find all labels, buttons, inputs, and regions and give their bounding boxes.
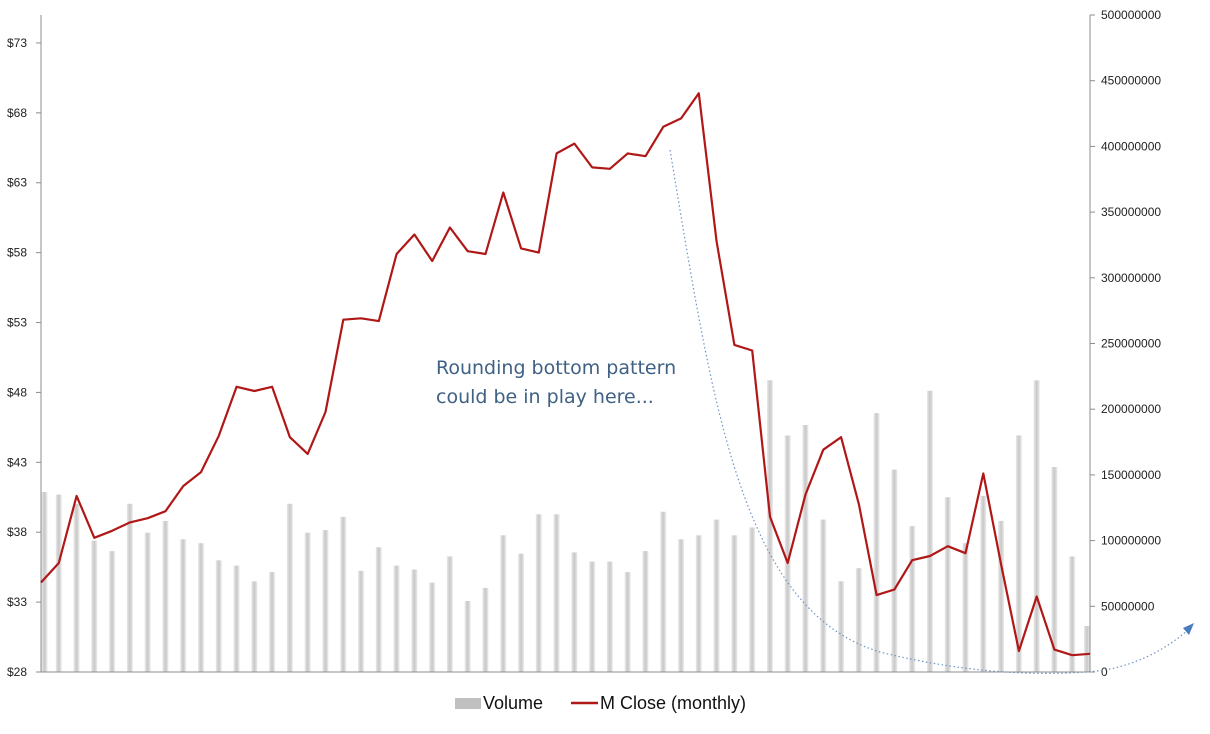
volume-bar — [696, 535, 702, 672]
volume-bar — [643, 551, 649, 672]
volume-bar — [358, 571, 364, 672]
annotation-line-2: could be in play here... — [436, 386, 654, 408]
volume-bar — [589, 562, 595, 672]
volume-bar — [145, 533, 151, 672]
volume-bar — [554, 514, 560, 672]
right-tick-label: 450000000 — [1101, 74, 1161, 88]
volume-bar — [660, 512, 666, 672]
volume-bar — [234, 566, 240, 672]
right-tick-label: 50000000 — [1101, 599, 1155, 613]
volume-bar — [820, 520, 826, 672]
right-tick-label: 300000000 — [1101, 271, 1161, 285]
left-tick-label: $68 — [7, 106, 27, 120]
axes: $28 $33 $38 $43 $48 $53 $58 $63 $68 $73 0 50000000 1… — [7, 8, 1161, 679]
volume-bar — [500, 535, 506, 672]
volume-bar — [767, 380, 773, 672]
volume-bar — [607, 562, 613, 672]
volume-bar — [998, 521, 1004, 672]
volume-bar — [749, 528, 755, 673]
volume-bar — [945, 497, 951, 672]
volume-bar — [483, 588, 489, 672]
left-tick-label: $58 — [7, 246, 27, 260]
volume-bar — [838, 581, 844, 672]
volume-bar — [803, 425, 809, 672]
volume-bar — [180, 539, 186, 672]
volume-bar — [287, 504, 293, 672]
volume-bar — [731, 535, 737, 672]
left-tick-label: $53 — [7, 316, 27, 330]
volume-bar — [447, 556, 453, 672]
volume-bar — [376, 547, 382, 672]
volume-bar — [963, 543, 969, 672]
right-tick-label: 400000000 — [1101, 139, 1161, 153]
volume-bar — [874, 413, 880, 672]
annotation: Rounding bottom pattern could be in play… — [436, 357, 676, 408]
volume-bar — [91, 541, 97, 672]
volume-bars — [42, 380, 1091, 672]
volume-bar — [411, 570, 417, 673]
volume-bar — [571, 552, 577, 672]
volume-bar — [429, 583, 435, 672]
right-tick-label: 350000000 — [1101, 205, 1161, 219]
volume-bar — [927, 391, 933, 672]
volume-bar — [465, 601, 471, 672]
left-tick-label: $33 — [7, 595, 27, 609]
volume-bar — [127, 504, 133, 672]
left-tick-label: $28 — [7, 665, 27, 679]
volume-bar — [74, 504, 80, 672]
right-tick-label: 100000000 — [1101, 534, 1161, 548]
left-tick-label: $48 — [7, 385, 27, 399]
volume-bar — [323, 530, 329, 672]
right-tick-label: 150000000 — [1101, 468, 1161, 482]
legend-volume-label: Volume — [483, 693, 543, 713]
volume-bar — [518, 554, 524, 672]
volume-bar — [269, 572, 275, 672]
volume-bar — [251, 581, 257, 672]
volume-bar — [56, 495, 62, 672]
left-tick-label: $38 — [7, 525, 27, 539]
volume-bar — [678, 539, 684, 672]
volume-bar — [394, 566, 400, 672]
volume-bar — [1034, 380, 1040, 672]
left-tick-label: $43 — [7, 455, 27, 469]
volume-bar — [980, 496, 986, 672]
volume-bar — [163, 521, 169, 672]
volume-bar — [305, 533, 311, 672]
volume-bar — [909, 526, 915, 672]
legend-close-label: M Close (monthly) — [600, 693, 746, 713]
volume-bar — [625, 572, 631, 672]
right-tick-label: 200000000 — [1101, 402, 1161, 416]
legend: Volume M Close (monthly) — [455, 693, 746, 713]
volume-bar — [216, 560, 222, 672]
volume-bar — [1084, 626, 1090, 672]
left-tick-label: $73 — [7, 36, 27, 50]
annotation-line-1: Rounding bottom pattern — [436, 357, 676, 379]
left-tick-label: $63 — [7, 176, 27, 190]
right-tick-label: 250000000 — [1101, 337, 1161, 351]
volume-bar — [891, 470, 897, 672]
volume-bar — [198, 543, 204, 672]
volume-bar — [340, 517, 346, 672]
legend-volume-swatch — [455, 698, 481, 709]
volume-bar — [536, 514, 542, 672]
volume-bar — [856, 568, 862, 672]
right-tick-label: 0 — [1101, 665, 1108, 679]
right-tick-label: 500000000 — [1101, 8, 1161, 22]
volume-bar — [714, 520, 720, 672]
volume-bar — [109, 551, 115, 672]
